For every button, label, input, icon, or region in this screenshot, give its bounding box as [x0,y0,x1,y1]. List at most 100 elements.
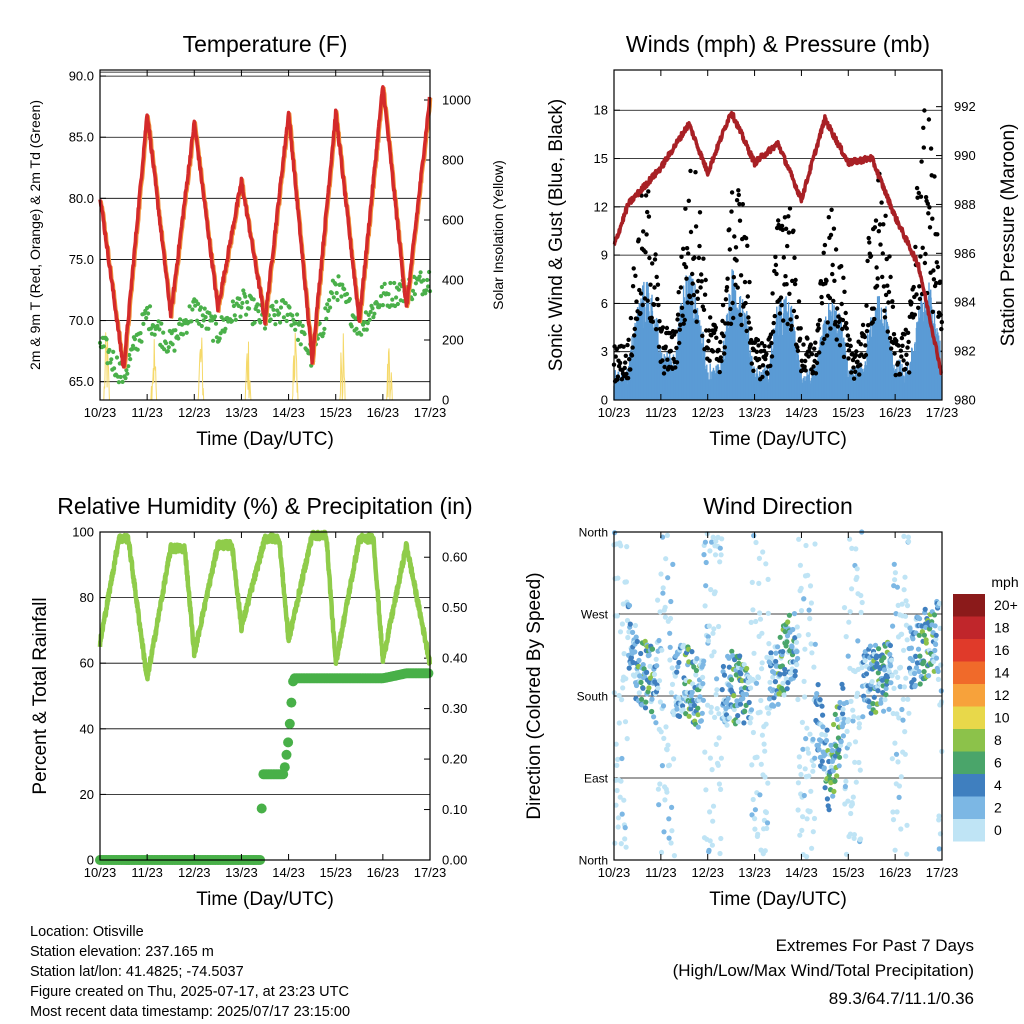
winds-gust-point [845,333,851,338]
direction-direction-point [797,562,804,568]
winds-gust-point [691,292,696,298]
winds-gust-point [831,226,837,231]
winds-gust-point [851,365,856,370]
winds-gust-point [794,314,799,320]
direction-direction-point [751,650,757,656]
temperature-dewpoint-point [417,274,422,279]
winds-gust-point [678,322,683,327]
direction-direction-point [639,696,645,702]
winds-y2-tick-label: 982 [954,344,976,359]
direction-direction-point [633,634,639,640]
direction-y-tick-label: North [579,854,608,868]
winds-gust-point [646,189,651,194]
winds-gust-point [776,218,781,223]
winds-gust-point [677,340,682,346]
direction-direction-point [819,703,825,709]
direction-direction-point [804,816,810,822]
direction-direction-point [715,762,721,768]
direction-direction-point [791,611,798,617]
temperature-dewpoint-point [114,355,120,360]
direction-direction-point [784,633,791,639]
direction-direction-point [712,589,718,595]
winds-gust-point [713,325,718,330]
direction-direction-point [627,621,633,627]
temperature-y-tick-label: 65.0 [69,374,94,389]
winds-gust-point [921,125,926,130]
direction-direction-point [758,761,764,767]
temperature-dewpoint-point [232,313,237,318]
winds-gust-point [930,216,935,221]
direction-direction-point [809,845,815,851]
winds-gust-point [901,358,906,363]
direction-direction-point [803,736,809,742]
direction-direction-point [887,642,894,649]
direction-direction-point [634,638,640,645]
direction-direction-point [802,694,808,700]
direction-direction-point [808,600,815,606]
direction-direction-point [626,665,632,671]
winds-y2-tick-label: 984 [954,295,976,310]
direction-direction-point [917,653,923,659]
direction-direction-point [664,747,670,753]
winds-gust-point [883,213,888,218]
direction-direction-point [709,539,715,545]
direction-direction-point [856,725,862,731]
winds-gust-point [905,330,911,335]
direction-direction-point [718,755,725,761]
direction-direction-point [851,832,858,838]
direction-direction-point [846,741,852,748]
winds-gust-point [779,303,784,308]
direction-direction-point [782,666,788,672]
direction-direction-point [901,587,907,593]
direction-direction-point [856,715,862,721]
winds-gust-point [746,320,752,325]
winds-gust-point [749,361,754,366]
direction-direction-point [781,692,787,698]
winds-gust-point [718,355,723,360]
direction-direction-point [882,697,888,703]
winds-gust-point [874,283,880,289]
winds-gust-point [742,279,748,285]
direction-direction-point [910,636,916,642]
direction-direction-point [667,644,673,650]
temperature-dewpoint-point [340,282,345,287]
temperature-dewpoint-point [199,323,204,329]
direction-direction-point [659,647,665,653]
direction-direction-point [613,802,619,808]
direction-direction-point [750,607,756,613]
direction-direction-point [741,720,747,726]
winds-gust-point [761,348,767,353]
temperature-x-tick-label: 13/23 [225,405,258,420]
direction-direction-point [814,691,820,697]
winds-x-tick-label: 12/23 [691,405,724,420]
direction-direction-point [916,668,922,675]
winds-gust-point [917,296,923,302]
direction-direction-point [810,768,816,774]
winds-gust-point [849,370,854,375]
winds-gust-point [799,358,804,363]
winds-gust-point [779,223,785,229]
direction-legend-swatch [953,796,985,819]
direction-direction-point [619,697,625,703]
winds-gust-point [697,243,702,249]
winds-gust-point [707,358,712,363]
direction-direction-point [662,797,668,803]
direction-direction-point [754,754,760,760]
direction-direction-point [911,677,917,683]
direction-direction-point [710,630,716,636]
winds-gust-point [714,335,719,340]
winds-gust-point [892,351,897,356]
winds-gust-point [817,318,822,323]
winds-gust-point [846,348,852,353]
direction-direction-point [890,809,896,815]
direction-legend-swatch [953,616,985,639]
direction-direction-point [688,706,694,712]
winds-gust-point [778,295,784,300]
direction-direction-point [718,552,724,558]
temperature-dewpoint-point [180,332,186,337]
temperature-ylabel: 2m & 9m T (Red, Orange) & 2m Td (Green) [27,100,43,370]
temperature-dewpoint-point [283,301,288,306]
temperature-dewpoint-point [410,297,415,302]
winds-gust-point [780,227,785,233]
winds-gust-point [885,283,890,288]
